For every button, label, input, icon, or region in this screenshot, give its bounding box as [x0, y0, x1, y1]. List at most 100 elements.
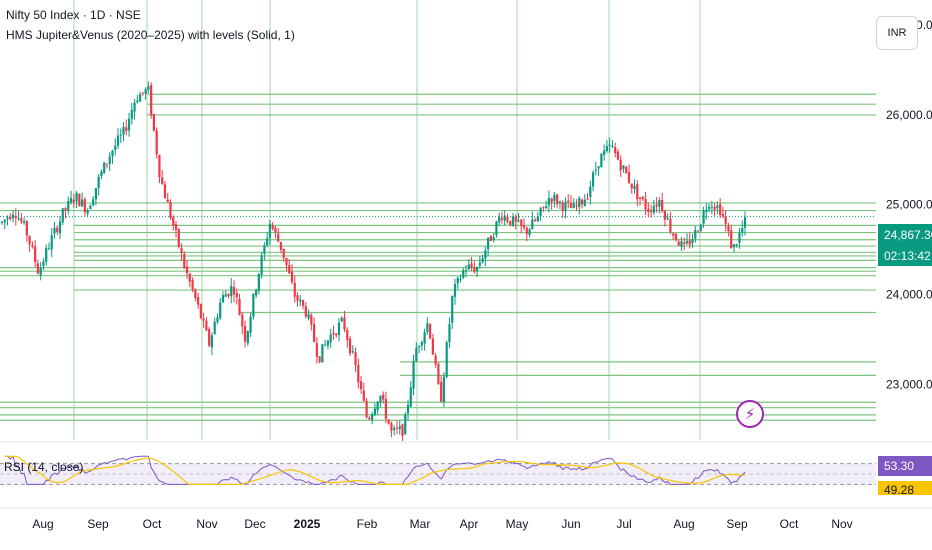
candle-body — [72, 199, 75, 202]
candle-body — [409, 387, 412, 407]
candle-body — [456, 277, 459, 284]
price-axis-tick-label: 25,000.00 — [886, 198, 932, 212]
candle-body — [724, 216, 727, 225]
candle-body — [719, 204, 722, 215]
candle-body — [448, 324, 451, 343]
candle-body — [705, 209, 708, 213]
candle-body — [147, 86, 150, 91]
candle-body — [721, 213, 725, 217]
candle-body — [707, 206, 711, 210]
candle-body — [683, 242, 686, 244]
candle-body — [238, 298, 241, 315]
candle-body — [144, 89, 147, 94]
candle-body — [652, 206, 655, 213]
candle-body — [130, 109, 133, 119]
candle-body — [213, 321, 216, 335]
candle-body — [0, 221, 4, 223]
candle-body — [103, 162, 106, 174]
candle-body — [243, 326, 247, 342]
candle-body — [307, 314, 310, 319]
candle-body — [741, 227, 744, 233]
candle-body — [205, 320, 208, 331]
candle-body — [293, 282, 296, 297]
candle-body — [161, 177, 164, 184]
candle-body — [274, 227, 277, 233]
candle-body — [31, 245, 34, 247]
candle-body — [6, 217, 9, 220]
candle-body — [591, 172, 595, 187]
rsi-line — [4, 455, 746, 485]
candle-body — [467, 264, 470, 270]
candle-body — [376, 401, 379, 411]
candle-body — [417, 346, 421, 348]
candle-body — [569, 202, 573, 208]
candle-body — [545, 206, 548, 209]
candle-body — [208, 329, 211, 346]
candle-body — [232, 287, 236, 295]
candle-body — [533, 219, 537, 221]
candle-body — [575, 205, 578, 207]
candle-body — [136, 100, 139, 103]
time-axis-tick-label: Aug — [32, 517, 53, 531]
candle-body — [310, 315, 313, 325]
candle-body — [735, 244, 738, 246]
time-axis-tick-label: Nov — [831, 517, 852, 531]
candle-body — [53, 227, 56, 234]
candle-body — [9, 217, 12, 219]
time-axis-tick-label: Aug — [673, 517, 694, 531]
candle-body — [661, 200, 664, 212]
candle-body — [25, 221, 28, 236]
candle-body — [426, 323, 429, 332]
candle-body — [473, 267, 476, 272]
candle-body — [520, 219, 523, 227]
candle-body — [495, 221, 498, 236]
candle-body — [658, 200, 661, 207]
candle-body — [227, 293, 230, 297]
candle-body — [525, 227, 528, 234]
candle-body — [672, 233, 675, 236]
candle-body — [558, 201, 562, 203]
candle-body — [114, 145, 117, 150]
chart-title[interactable]: Nifty 50 Index · 1D · NSE — [6, 8, 141, 22]
candle-body — [180, 248, 183, 254]
candle-body — [445, 342, 448, 377]
candle-body — [713, 206, 716, 210]
candle-body — [279, 241, 283, 250]
rsi-legend[interactable]: RSI (14, close) — [4, 460, 84, 474]
candle-body — [616, 151, 620, 160]
candle-body — [489, 235, 492, 241]
candle-body — [166, 199, 169, 203]
candle-body — [28, 235, 31, 245]
candle-body — [470, 263, 473, 268]
candle-body — [498, 217, 501, 223]
candle-body — [357, 364, 360, 383]
candle-body — [401, 424, 404, 436]
lightning-bolt-icon[interactable]: ⚡ — [736, 400, 764, 428]
candle-body — [348, 338, 352, 354]
rsi-pane — [0, 441, 932, 485]
candle-body — [108, 156, 111, 164]
candle-body — [125, 127, 128, 131]
candle-body — [531, 219, 534, 230]
candle-body — [462, 270, 465, 278]
candle-body — [663, 211, 666, 220]
candle-body — [20, 218, 23, 222]
currency-button[interactable]: INR — [876, 16, 918, 50]
candle-body — [155, 130, 158, 155]
candle-body — [702, 210, 705, 224]
candle-body — [647, 208, 650, 212]
candle-body — [492, 236, 495, 240]
indicator-legend[interactable]: HMS Jupiter&Venus (2020–2025) with level… — [6, 28, 295, 42]
candle-body — [589, 186, 592, 198]
countdown-timer-label: 02:13:42 — [878, 246, 932, 266]
candle-body — [50, 235, 53, 250]
candle-body — [481, 258, 484, 263]
time-axis-tick-label: Jun — [561, 517, 580, 531]
candle-body — [680, 241, 683, 247]
time-axis-tick-label: Jul — [616, 517, 631, 531]
candle-body — [266, 238, 269, 246]
candle-body — [290, 271, 294, 283]
candle-body — [550, 198, 553, 203]
price-axis: 27,000.0026,000.0025,000.0024,000.0023,0… — [886, 18, 932, 391]
